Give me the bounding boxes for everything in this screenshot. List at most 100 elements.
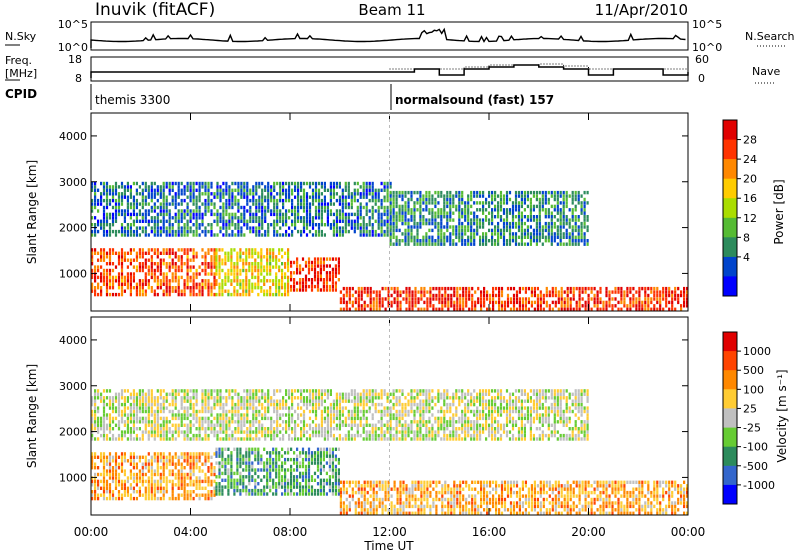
range-gate-cell — [381, 233, 383, 236]
range-gate-cell — [118, 185, 120, 188]
range-gate-cell — [452, 194, 454, 197]
range-gate-cell — [566, 243, 568, 246]
range-gate-cell — [504, 308, 506, 311]
range-gate-cell — [343, 308, 345, 311]
range-gate-cell — [531, 301, 533, 304]
range-gate-cell — [480, 294, 482, 297]
range-gate-cell — [390, 182, 392, 185]
range-gate-cell — [429, 301, 431, 304]
range-gate-cell — [275, 472, 277, 475]
range-gate-cell — [248, 248, 250, 251]
range-gate-cell — [342, 202, 344, 205]
range-gate-cell — [370, 484, 372, 487]
range-gate-cell — [464, 212, 466, 215]
range-gate-cell — [326, 285, 328, 288]
y-tick-label: 3000 — [59, 176, 87, 189]
range-gate-cell — [160, 259, 162, 262]
range-gate-cell — [196, 206, 198, 209]
range-gate-cell — [488, 201, 490, 204]
range-gate-cell — [148, 213, 150, 216]
range-gate-cell — [483, 494, 485, 497]
range-gate-cell — [109, 213, 111, 216]
range-gate-cell — [215, 262, 217, 265]
range-gate-cell — [447, 512, 449, 515]
range-gate-cell — [491, 236, 493, 239]
range-gate-cell — [269, 269, 271, 272]
range-gate-cell — [196, 230, 198, 233]
range-gate-cell — [492, 301, 494, 304]
range-gate-cell — [426, 484, 428, 487]
range-gate-cell — [360, 233, 362, 236]
range-gate-cell — [471, 505, 473, 508]
range-gate-cell — [236, 489, 238, 492]
range-gate-cell — [299, 451, 301, 454]
range-gate-cell — [467, 215, 469, 218]
range-gate-cell — [521, 236, 523, 239]
range-gate-cell — [222, 192, 224, 195]
range-gate-cell — [242, 489, 244, 492]
range-gate-cell — [336, 223, 338, 226]
range-gate-cell — [401, 218, 403, 221]
range-gate-cell — [148, 189, 150, 192]
range-gate-cell — [507, 304, 509, 307]
range-gate-cell — [326, 257, 328, 260]
range-gate-cell — [464, 229, 466, 232]
range-gate-cell — [329, 285, 331, 288]
range-gate-cell — [273, 209, 275, 212]
range-gate-cell — [227, 472, 229, 475]
range-gate-cell — [573, 494, 575, 497]
range-gate-cell — [181, 452, 183, 455]
range-gate-cell — [450, 508, 452, 511]
range-gate-cell — [318, 196, 320, 199]
range-gate-cell — [533, 191, 535, 194]
range-gate-cell — [154, 209, 156, 212]
range-gate-cell — [465, 498, 467, 501]
range-gate-cell — [396, 218, 398, 221]
range-gate-cell — [127, 196, 129, 199]
range-gate-cell — [387, 199, 389, 202]
range-gate-cell — [230, 451, 232, 454]
range-gate-cell — [242, 482, 244, 485]
range-gate-cell — [178, 265, 180, 268]
range-gate-cell — [293, 475, 295, 478]
range-gate-cell — [558, 491, 560, 494]
range-gate-cell — [471, 498, 473, 501]
range-gate-cell — [154, 196, 156, 199]
range-gate-cell — [204, 265, 206, 268]
range-gate-cell — [318, 192, 320, 195]
range-gate-cell — [187, 233, 189, 236]
range-gate-cell — [163, 223, 165, 226]
range-gate-cell — [644, 290, 646, 293]
range-gate-cell — [103, 497, 105, 500]
range-gate-cell — [233, 479, 235, 482]
range-gate-cell — [181, 469, 183, 472]
range-gate-cell — [230, 482, 232, 485]
range-gate-cell — [225, 209, 227, 212]
range-gate-cell — [563, 194, 565, 197]
range-gate-cell — [671, 301, 673, 304]
range-gate-cell — [216, 182, 218, 185]
range-gate-cell — [222, 223, 224, 226]
range-gate-cell — [665, 301, 667, 304]
range-gate-cell — [465, 304, 467, 307]
range-gate-cell — [387, 182, 389, 185]
range-gate-cell — [201, 487, 203, 490]
range-gate-cell — [218, 475, 220, 478]
range-gate-cell — [112, 269, 114, 272]
range-gate-cell — [417, 481, 419, 484]
range-gate-cell — [510, 308, 512, 311]
range-gate-cell — [172, 497, 174, 500]
range-gate-cell — [199, 286, 201, 289]
range-gate-cell — [384, 213, 386, 216]
range-gate-cell — [510, 301, 512, 304]
range-gate-cell — [373, 491, 375, 494]
range-gate-cell — [443, 198, 445, 201]
range-gate-cell — [384, 209, 386, 212]
range-gate-cell — [112, 223, 114, 226]
range-gate-cell — [199, 466, 201, 469]
range-gate-cell — [213, 494, 215, 497]
range-gate-cell — [629, 290, 631, 293]
range-gate-cell — [525, 308, 527, 311]
range-gate-cell — [581, 212, 583, 215]
range-gate-cell — [456, 304, 458, 307]
